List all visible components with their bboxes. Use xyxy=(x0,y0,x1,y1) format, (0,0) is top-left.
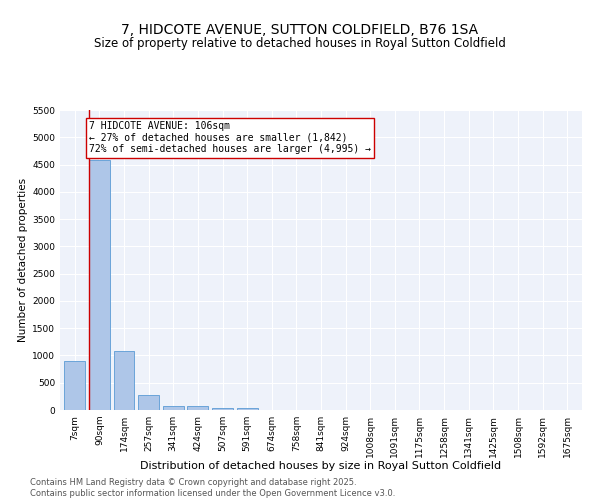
X-axis label: Distribution of detached houses by size in Royal Sutton Coldfield: Distribution of detached houses by size … xyxy=(140,461,502,471)
Text: 7, HIDCOTE AVENUE, SUTTON COLDFIELD, B76 1SA: 7, HIDCOTE AVENUE, SUTTON COLDFIELD, B76… xyxy=(121,22,479,36)
Text: 7 HIDCOTE AVENUE: 106sqm
← 27% of detached houses are smaller (1,842)
72% of sem: 7 HIDCOTE AVENUE: 106sqm ← 27% of detach… xyxy=(89,121,371,154)
Bar xyxy=(236,408,257,410)
Y-axis label: Number of detached properties: Number of detached properties xyxy=(18,178,28,342)
Bar xyxy=(163,406,184,410)
Bar xyxy=(113,351,134,410)
Bar xyxy=(64,362,85,410)
Bar xyxy=(187,406,208,410)
Bar xyxy=(89,160,110,410)
Text: Size of property relative to detached houses in Royal Sutton Coldfield: Size of property relative to detached ho… xyxy=(94,38,506,51)
Bar xyxy=(138,394,159,410)
Bar xyxy=(212,408,233,410)
Text: Contains HM Land Registry data © Crown copyright and database right 2025.
Contai: Contains HM Land Registry data © Crown c… xyxy=(30,478,395,498)
